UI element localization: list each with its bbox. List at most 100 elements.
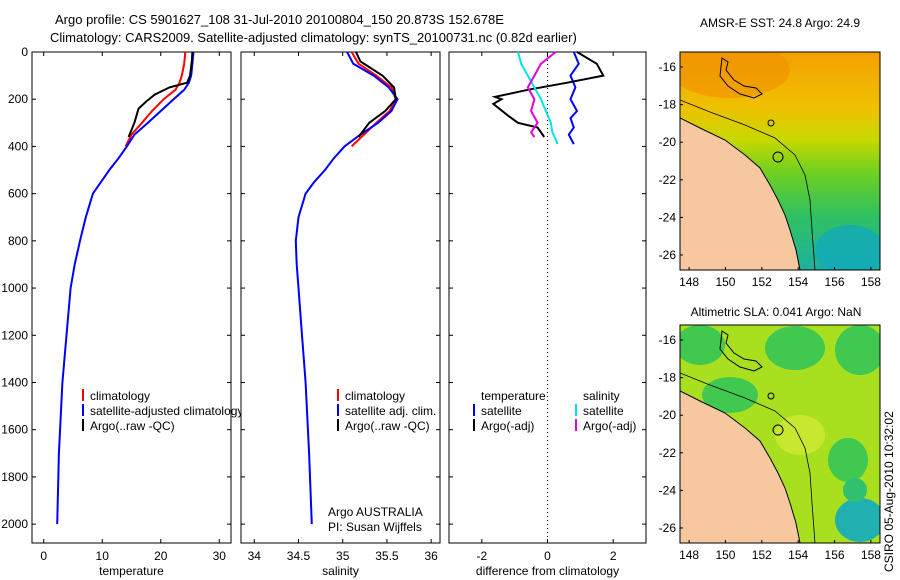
sla-map-ytick-label: -26 (659, 521, 677, 535)
difference-axes-frame (448, 51, 647, 544)
temperature-legend-label: Argo(..raw -QC) (90, 419, 175, 433)
sla-blob-8 (843, 478, 867, 502)
sla-map-title: Altimetric SLA: 0.041 Argo: NaN (691, 305, 862, 319)
sst-map-ytick-label: -24 (659, 210, 677, 224)
sst-map-xtick-label: 156 (825, 275, 845, 289)
sst-map-frame (679, 51, 881, 271)
sla-islet (767, 392, 775, 400)
temperature-axes-frame (31, 51, 232, 544)
difference-legend-label: satellite (481, 404, 522, 418)
sst-map-xtick-label: 152 (752, 275, 772, 289)
sla-map: Altimetric SLA: 0.041 Argo: NaN 148 150 15… (659, 305, 882, 562)
temperature-ytick-label: 1200 (1, 328, 28, 342)
temperature-series-2 (127, 51, 194, 138)
sst-map-xtick-label: 158 (861, 275, 881, 289)
sla-land (680, 390, 801, 543)
sla-map-ytick-label: -22 (659, 446, 677, 460)
difference-legend-label: Argo(-adj) (481, 419, 534, 433)
sla-float-marker (772, 424, 784, 436)
salinity-legend-label: Argo(..raw -QC) (345, 419, 430, 433)
sst-map-xtick-label: 148 (679, 275, 699, 289)
sla-map-ytick-label: -24 (659, 483, 677, 497)
salinity-xtick-label: 35 (336, 549, 350, 563)
difference-series-0 (567, 51, 580, 145)
temperature-xtick-label: 10 (96, 549, 110, 563)
difference-series-2 (517, 51, 559, 145)
difference-xtick-label: 2 (610, 549, 617, 563)
temperature-ytick-label: 200 (8, 92, 28, 106)
temperature-ytick-label: 600 (8, 187, 28, 201)
temperature-ytick-label: 800 (8, 234, 28, 248)
header-line-2: Climatology: CARS2009. Satellite-adjuste… (50, 30, 577, 45)
sla-blob-4 (702, 377, 758, 413)
sst-islet (767, 119, 775, 127)
salinity-xtick-label: 35.5 (375, 549, 399, 563)
header-line-1: Argo profile: CS 5901627_108 31-Jul-2010… (55, 12, 504, 27)
difference-series-3 (526, 51, 557, 138)
temperature-ytick-label: 1000 (1, 281, 28, 295)
sla-blob-3 (835, 325, 880, 375)
sla-blob-2 (765, 326, 825, 370)
temperature-series-1 (56, 51, 195, 525)
salinity-xtick-label: 34.5 (287, 549, 311, 563)
temperature-ytick-label: 1600 (1, 423, 28, 437)
sla-map-xtick-label: 152 (752, 548, 772, 562)
temperature-xlabel: temperature (99, 564, 164, 578)
sla-map-xtick-label: 150 (715, 548, 735, 562)
sst-map-ytick-label: -16 (659, 60, 677, 74)
sst-isobath (680, 99, 816, 270)
sst-cool-patch (815, 225, 880, 270)
sla-map-ytick-label: -16 (659, 333, 677, 347)
difference-xtick-label: 0 (544, 549, 551, 563)
difference-legend-header-temperature: temperature (481, 389, 546, 403)
difference-legend-label: Argo(-adj) (583, 419, 636, 433)
salinity-axes-frame (240, 51, 441, 544)
temperature-ytick-label: 400 (8, 139, 28, 153)
difference-legend-label: satellite (583, 404, 624, 418)
sla-blob-7 (835, 498, 880, 542)
sla-reef (719, 330, 763, 372)
salinity-xtick-label: 34 (248, 549, 262, 563)
sla-isobath (680, 372, 816, 543)
salinity-annotation: Argo AUSTRALIA (328, 505, 423, 519)
sst-land (680, 117, 801, 270)
difference-legend-header-salinity: salinity (583, 389, 620, 403)
sla-map-ytick-label: -20 (659, 408, 677, 422)
salinity-xtick-label: 36 (424, 549, 438, 563)
salinity-xlabel: salinity (322, 564, 359, 578)
temperature-series-0 (124, 51, 187, 147)
sla-map-frame (679, 324, 881, 544)
salinity-legend-label: climatology (345, 389, 405, 403)
temperature-ytick-label: 1800 (1, 470, 28, 484)
temperature-panel: 0 10 20 30 0 200 400 600 800 1000 1200 1400 1600 1800… (1, 45, 243, 578)
difference-xtick-label: -2 (476, 549, 487, 563)
difference-series-1 (491, 51, 605, 138)
sst-map-ytick-label: -20 (659, 135, 677, 149)
temperature-ytick-label: 2000 (1, 517, 28, 531)
sst-float-marker (772, 151, 784, 163)
salinity-panel: 34 34.5 35 35.5 36 salinity climatologysatelli… (240, 51, 441, 578)
salinity-series-2 (355, 51, 397, 138)
sla-blob-6 (828, 438, 868, 482)
difference-xlabel: difference from climatology (476, 564, 619, 578)
temperature-legend-label: climatology (90, 389, 150, 403)
sla-blob-1 (680, 325, 725, 365)
sla-map-ytick-label: -18 (659, 371, 677, 385)
temperature-xtick-label: 20 (154, 549, 168, 563)
salinity-legend-label: satellite adj. clim. (345, 404, 436, 418)
sst-map-xtick-label: 150 (715, 275, 735, 289)
sst-map-ytick-label: -22 (659, 173, 677, 187)
sla-map-xtick-label: 154 (788, 548, 808, 562)
sla-map-xtick-label: 158 (861, 548, 881, 562)
footer-stamp: CSIRO 05-Aug-2010 10:32:02 (882, 411, 896, 572)
sst-map-ytick-label: -26 (659, 248, 677, 262)
sst-warm-patch (680, 52, 790, 98)
sla-map-xtick-label: 156 (825, 548, 845, 562)
temperature-xtick-label: 30 (213, 549, 227, 563)
salinity-series-1 (294, 51, 399, 525)
temperature-legend-label: satellite-adjusted climatology (90, 404, 243, 418)
salinity-annotation: PI: Susan Wijffels (328, 520, 422, 534)
temperature-ytick-label: 1400 (1, 375, 28, 389)
